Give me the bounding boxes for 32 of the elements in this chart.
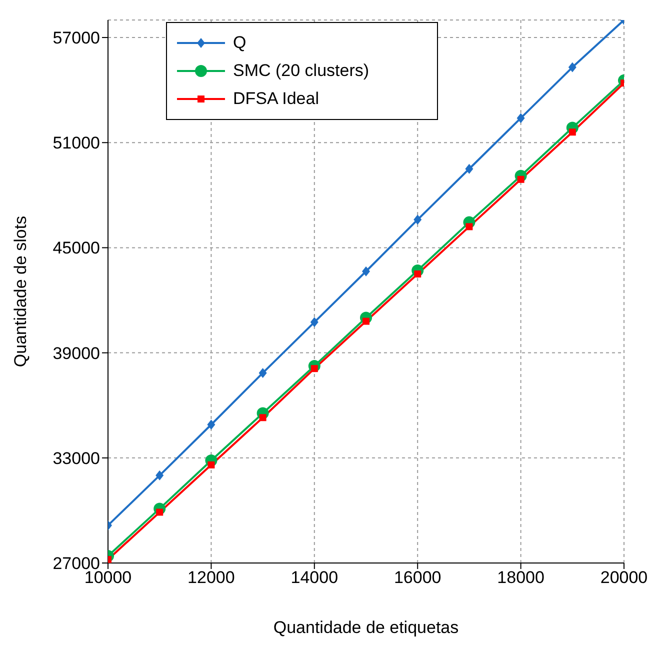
point (362, 318, 370, 325)
point (516, 113, 525, 124)
x-tick-label: 20000 (600, 568, 648, 588)
legend-label: Q (233, 32, 246, 54)
legend-label: DFSA Ideal (233, 88, 319, 110)
point (310, 317, 318, 328)
point (208, 461, 215, 468)
x-tick-label: 12000 (188, 568, 235, 588)
x-tick-label: 10000 (84, 568, 132, 588)
point (466, 223, 473, 230)
point (362, 266, 370, 276)
point (156, 470, 164, 480)
x-axis-title: Quantidade de etiquetas (273, 618, 459, 637)
y-tick-label: 57000 (52, 28, 100, 48)
point (156, 508, 164, 516)
point (259, 414, 266, 422)
x-tick-label: 18000 (497, 568, 544, 588)
legend-label: SMC (20 clusters) (233, 60, 370, 82)
point (207, 420, 216, 430)
y-tick-label: 51000 (52, 134, 100, 153)
point (414, 214, 422, 225)
point (465, 164, 474, 174)
y-tick-label: 33000 (52, 448, 100, 468)
point (517, 176, 524, 183)
y-axis-title: Quantidade de slots (11, 216, 30, 368)
x-tick-label: 16000 (394, 568, 442, 588)
y-tick-label: 39000 (52, 344, 100, 363)
point (568, 62, 576, 72)
y-tick-label: 45000 (52, 238, 100, 258)
point (568, 128, 576, 136)
x-tick-label: 14000 (290, 568, 338, 588)
point (258, 368, 267, 378)
